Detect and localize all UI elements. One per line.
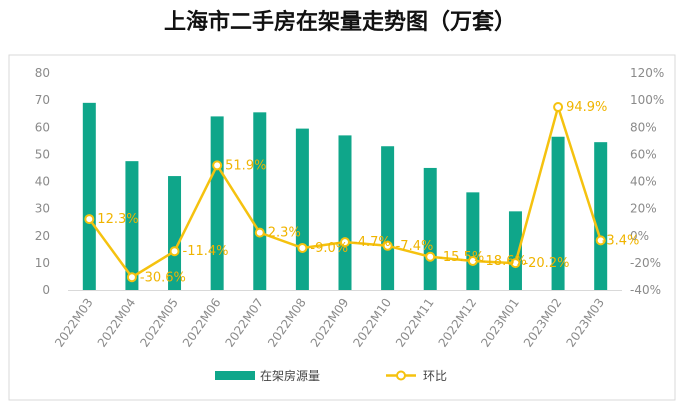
right-axis-tick-label: 20% bbox=[630, 202, 657, 216]
x-tick-label: 2022M08 bbox=[265, 296, 309, 350]
line-series: 12.3% -30.6% -11.4% 51.9% 2.3% -9.0% -4.7% -7.4… bbox=[84, 100, 640, 285]
x-tick-label: 2022M05 bbox=[137, 296, 181, 350]
bar bbox=[253, 112, 267, 290]
line-data-label: -30.6% bbox=[140, 270, 186, 285]
plot-frame bbox=[8, 54, 676, 401]
right-axis-tick-label: 100% bbox=[630, 93, 664, 107]
line-data-label: 2.3% bbox=[268, 226, 301, 241]
bar bbox=[594, 142, 608, 290]
left-axis: 0 10 20 30 40 50 60 70 80 bbox=[35, 66, 50, 297]
bar bbox=[168, 176, 182, 290]
x-tick-label: 2023M01 bbox=[478, 296, 522, 350]
line-data-label: -7.4% bbox=[396, 239, 434, 254]
right-axis-tick-label: 0% bbox=[630, 229, 649, 243]
line-point bbox=[169, 246, 180, 257]
line-data-label: -20.2% bbox=[523, 256, 569, 271]
line-point bbox=[254, 227, 265, 238]
line-data-label: -11.4% bbox=[183, 244, 229, 259]
line-point bbox=[425, 251, 436, 262]
line-data-label: 51.9% bbox=[225, 158, 266, 173]
bar bbox=[508, 211, 522, 290]
legend-swatch-marker bbox=[396, 370, 406, 381]
left-axis-tick-label: 40 bbox=[35, 175, 50, 189]
bar-series bbox=[82, 102, 608, 291]
left-axis-tick-label: 80 bbox=[35, 66, 50, 80]
left-axis-tick-label: 70 bbox=[35, 93, 50, 107]
bar bbox=[82, 102, 96, 291]
line-point bbox=[510, 258, 521, 269]
line-point bbox=[467, 255, 478, 266]
x-tick-label: 2022M10 bbox=[350, 296, 394, 350]
bar bbox=[338, 135, 352, 290]
x-axis: 2022M032022M042022M052022M062022M072022M… bbox=[52, 290, 622, 350]
line-data-label: -3.4% bbox=[602, 233, 640, 248]
right-axis-tick-label: 60% bbox=[630, 147, 657, 161]
left-axis-tick-label: 10 bbox=[35, 256, 50, 270]
left-axis-tick-label: 30 bbox=[35, 202, 50, 216]
line-point bbox=[297, 242, 308, 253]
line-data-label: 12.3% bbox=[97, 212, 138, 227]
line-point bbox=[84, 214, 95, 225]
right-axis-tick-label: -40% bbox=[630, 283, 661, 297]
x-tick-label: 2022M03 bbox=[52, 296, 96, 350]
line-point bbox=[553, 102, 564, 113]
x-tick-label: 2023M03 bbox=[563, 296, 607, 350]
x-tick-label: 2022M04 bbox=[95, 296, 139, 350]
line-point bbox=[340, 237, 350, 248]
line-data-label: -15.5% bbox=[438, 250, 484, 265]
legend: 在架房源量 环比 bbox=[215, 368, 447, 383]
x-tick-label: 2023M02 bbox=[521, 296, 565, 350]
left-axis-tick-label: 50 bbox=[35, 147, 50, 161]
left-axis-tick-label: 0 bbox=[42, 283, 50, 297]
bar bbox=[295, 128, 309, 290]
right-axis-tick-label: 40% bbox=[630, 175, 657, 189]
right-axis-tick-label: 120% bbox=[630, 66, 664, 80]
bar bbox=[381, 146, 395, 290]
line-data-label: -4.7% bbox=[353, 235, 391, 250]
right-axis: -40% -20% 0% 20% 40% 60% 80% 100% 120% bbox=[630, 66, 664, 297]
x-tick-label: 2022M06 bbox=[180, 296, 224, 350]
right-axis-tick-label: -20% bbox=[630, 256, 661, 270]
line-point bbox=[212, 160, 223, 171]
line-data-label: -9.0% bbox=[310, 241, 348, 256]
bar bbox=[466, 192, 480, 290]
bar bbox=[210, 116, 224, 291]
bar bbox=[551, 136, 565, 290]
legend-swatch-bar bbox=[215, 371, 255, 380]
x-tick-label: 2022M09 bbox=[308, 296, 352, 350]
line-point bbox=[595, 235, 606, 246]
line-point bbox=[382, 240, 393, 251]
line-point bbox=[126, 272, 137, 283]
line-data-label: -18.6% bbox=[481, 254, 527, 269]
legend-label-line: 环比 bbox=[423, 369, 447, 383]
bar bbox=[125, 161, 139, 290]
line-data-label: 94.9% bbox=[566, 100, 607, 115]
bar bbox=[423, 167, 437, 290]
right-axis-tick-label: 80% bbox=[630, 120, 657, 134]
chart-title: 上海市二手房在架量走势图（万套） bbox=[163, 10, 516, 35]
x-tick-label: 2022M07 bbox=[223, 296, 267, 350]
left-axis-tick-label: 60 bbox=[35, 120, 50, 134]
x-tick-label: 2022M11 bbox=[393, 296, 437, 350]
left-axis-tick-label: 20 bbox=[35, 229, 50, 243]
legend-label-bar: 在架房源量 bbox=[260, 368, 320, 383]
x-tick-label: 2022M12 bbox=[436, 296, 480, 350]
